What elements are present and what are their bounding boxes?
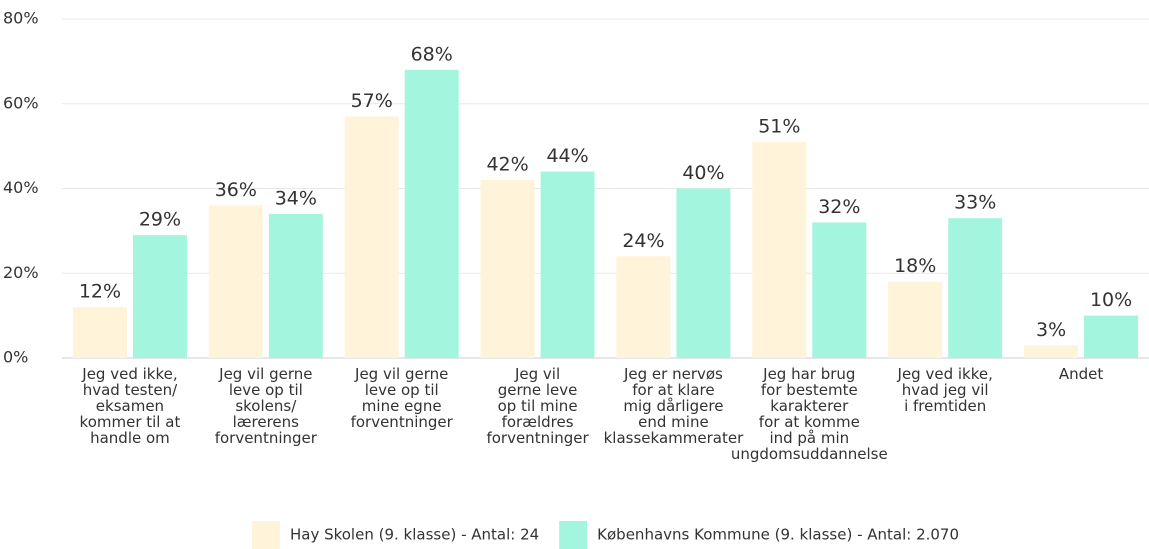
y-tick-label: 80% [3,9,39,28]
bar [268,213,323,358]
x-tick-label: Jeg vil gerne leve op til skolens/ lærer… [214,365,317,447]
bar [1024,345,1079,358]
y-tick-label: 60% [3,93,39,112]
bar [344,116,399,359]
bar [676,188,731,358]
value-label: 44% [546,145,588,167]
x-tick-label: Jeg har brug for bestemte karakterer for… [730,365,888,463]
x-tick-label: Jeg vil gerne leve op til mine egne forv… [350,365,453,431]
value-label: 10% [1090,289,1132,311]
bar [132,235,187,358]
bar [480,180,535,358]
value-label: 18% [894,255,936,277]
value-label: 33% [954,192,996,214]
value-label: 40% [682,162,724,184]
y-tick-label: 40% [3,178,39,197]
value-label: 12% [79,281,121,303]
x-tick-label: Andet [1058,365,1104,383]
bar [1084,315,1139,358]
x-tick-label: Jeg ved ikke, hvad testen/ eksamen komme… [79,365,181,447]
legend-swatch [251,521,280,549]
x-tick-label: Jeg ved ikke, hvad jeg vil i fremtiden [897,365,993,415]
value-label: 32% [818,196,860,218]
bar [616,256,671,358]
legend-swatch [559,521,588,549]
y-tick-label: 0% [3,348,28,367]
value-label: 68% [411,43,453,65]
x-tick-label: Jeg vil gerne leve op til mine forældres… [486,365,589,447]
bar [540,171,595,358]
value-label: 51% [758,115,800,137]
bar [72,307,127,358]
bar [888,281,943,358]
legend-label: Hay Skolen (9. klasse) - Antal: 24 [290,526,539,544]
value-label: 3% [1036,319,1066,341]
value-label: 57% [351,90,393,112]
x-tick-label: Jeg er nervøs for at klare mig dårligere… [603,365,744,447]
bar [948,218,1003,358]
value-label: 36% [215,179,257,201]
bar [404,69,459,358]
value-label: 34% [275,187,317,209]
bar [208,205,263,358]
value-label: 24% [622,230,664,252]
y-tick-label: 20% [3,263,39,282]
bar [752,141,807,358]
legend-label: Københavns Kommune (9. klasse) - Antal: … [597,526,959,544]
value-label: 29% [139,209,181,231]
value-label: 42% [486,154,528,176]
bar [812,222,867,358]
